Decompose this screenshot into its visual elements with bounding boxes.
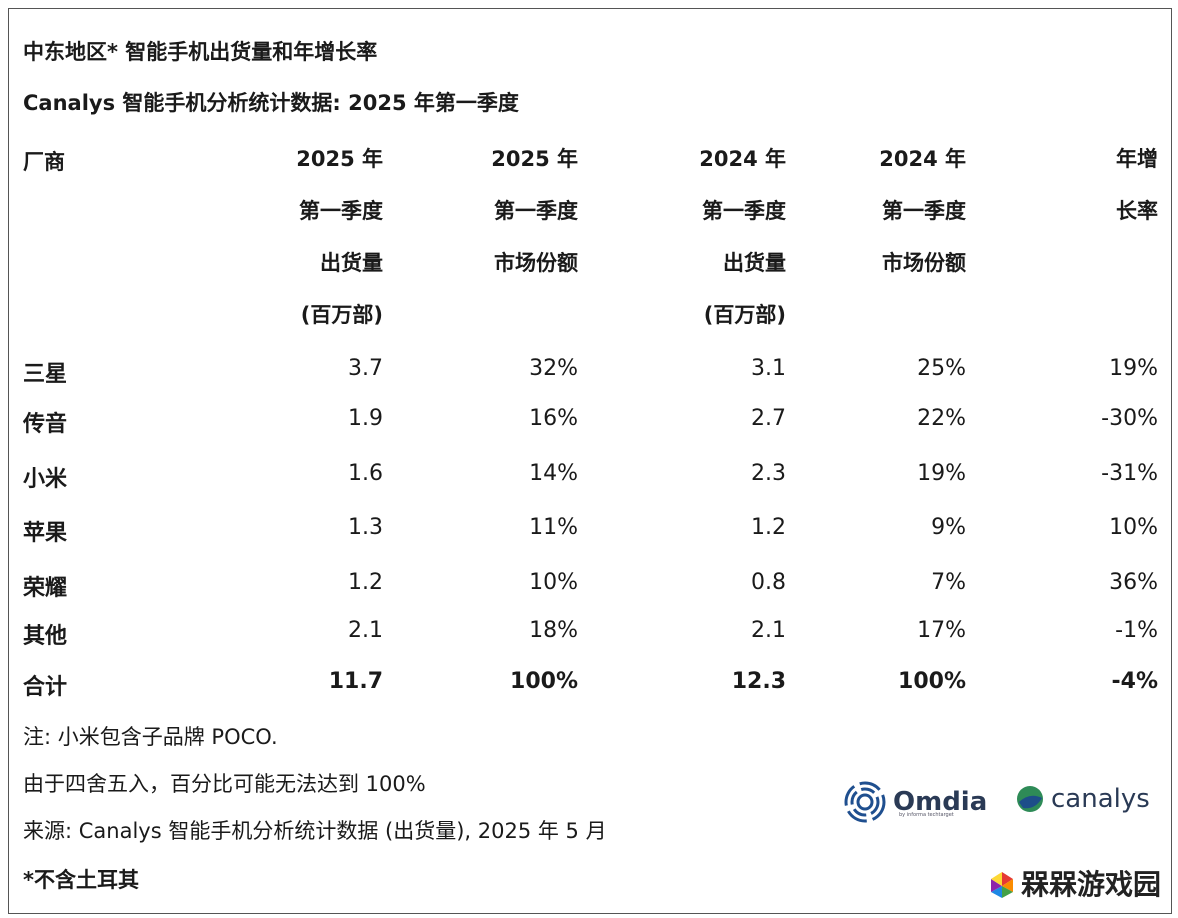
- table-frame: [8, 8, 1172, 914]
- table-row: 苹果 1.3 11% 1.2 9% 10%: [0, 515, 1178, 546]
- note-rounding: 由于四舍五入，百分比可能无法达到 100%: [23, 772, 426, 796]
- table-row: 三星 3.7 32% 3.1 25% 19%: [0, 356, 1178, 387]
- canalys-globe-icon: [1017, 786, 1043, 812]
- cell-2024-share: 17%: [917, 618, 966, 643]
- vendor-name: 荣耀: [23, 576, 68, 601]
- cell-2025-shipments: 1.6: [348, 461, 383, 486]
- table-row: 传音 1.9 16% 2.7 22% -30%: [0, 406, 1178, 437]
- cell-2024-share: 22%: [917, 406, 966, 431]
- cell-2024-share: 25%: [917, 356, 966, 381]
- cell-2024-share: 7%: [931, 570, 966, 595]
- canalys-logo: canalys: [1015, 784, 1150, 814]
- cell-2025-share: 100%: [510, 669, 578, 694]
- cell-2024-shipments: 2.3: [751, 461, 786, 486]
- cell-growth: 10%: [1109, 515, 1158, 540]
- header-col-growth: 年增 长率: [1116, 147, 1158, 223]
- note-exclusion: *不含土耳其: [23, 868, 139, 892]
- table-row: 小米 1.6 14% 2.3 19% -31%: [0, 461, 1178, 492]
- cell-2024-shipments: 2.1: [751, 618, 786, 643]
- cell-2025-share: 32%: [529, 356, 578, 381]
- cell-2025-shipments: 3.7: [348, 356, 383, 381]
- cell-2025-share: 18%: [529, 618, 578, 643]
- cell-2025-share: 10%: [529, 570, 578, 595]
- vendor-name: 小米: [23, 467, 68, 492]
- cell-growth: -1%: [1115, 618, 1158, 643]
- omdia-swirl-icon: [844, 781, 886, 823]
- watermark: 槑槑游戏园: [983, 868, 1166, 902]
- cell-2024-share: 9%: [931, 515, 966, 540]
- cell-2025-share: 11%: [529, 515, 578, 540]
- header-col-2025-shipments: 2025 年 第一季度 出货量 (百万部): [296, 147, 383, 327]
- omdia-tagline: by informa techtarget: [899, 812, 954, 818]
- cell-2024-shipments: 12.3: [731, 669, 786, 694]
- vendor-name: 传音: [23, 412, 68, 437]
- cell-growth: -30%: [1101, 406, 1158, 431]
- cell-2025-share: 16%: [529, 406, 578, 431]
- vendor-name: 其他: [23, 624, 68, 649]
- cell-2024-share: 19%: [917, 461, 966, 486]
- vendor-name: 三星: [23, 362, 68, 387]
- cell-2025-shipments: 1.9: [348, 406, 383, 431]
- header-col-2025-share: 2025 年 第一季度 市场份额: [491, 147, 578, 275]
- note-source: 来源: Canalys 智能手机分析统计数据 (出货量), 2025 年 5 月: [23, 819, 607, 843]
- cell-2025-share: 14%: [529, 461, 578, 486]
- cell-2024-shipments: 2.7: [751, 406, 786, 431]
- cell-growth: 19%: [1109, 356, 1158, 381]
- cell-2024-share: 100%: [898, 669, 966, 694]
- canalys-wordmark: canalys: [1051, 784, 1150, 814]
- cell-2025-shipments: 2.1: [348, 618, 383, 643]
- table-row: 荣耀 1.2 10% 0.8 7% 36%: [0, 570, 1178, 601]
- table-row: 其他 2.1 18% 2.1 17% -1%: [0, 618, 1178, 649]
- cell-2024-shipments: 1.2: [751, 515, 786, 540]
- cell-2024-shipments: 0.8: [751, 570, 786, 595]
- omdia-logo: Omdia by informa techtarget: [843, 780, 987, 824]
- cell-growth: 36%: [1109, 570, 1158, 595]
- note-poco: 注: 小米包含子品牌 POCO.: [23, 725, 278, 749]
- vendor-name: 合计: [23, 675, 68, 700]
- cell-2024-shipments: 3.1: [751, 356, 786, 381]
- cell-2025-shipments: 1.2: [348, 570, 383, 595]
- cell-growth: -31%: [1101, 461, 1158, 486]
- page-subtitle: Canalys 智能手机分析统计数据: 2025 年第一季度: [23, 91, 519, 115]
- watermark-icon: [991, 872, 1013, 898]
- header-col-2024-share: 2024 年 第一季度 市场份额: [879, 147, 966, 275]
- header-vendor: 厂商: [23, 150, 65, 174]
- cell-2025-shipments: 11.7: [328, 669, 383, 694]
- omdia-wordmark: Omdia: [893, 787, 988, 817]
- table-row-total: 合计 11.7 100% 12.3 100% -4%: [0, 669, 1178, 700]
- cell-2025-shipments: 1.3: [348, 515, 383, 540]
- watermark-text: 槑槑游戏园: [1021, 868, 1162, 901]
- page-title: 中东地区* 智能手机出货量和年增长率: [23, 40, 378, 64]
- vendor-name: 苹果: [23, 521, 68, 546]
- header-col-2024-shipments: 2024 年 第一季度 出货量 (百万部): [699, 147, 786, 327]
- cell-growth: -4%: [1111, 669, 1158, 694]
